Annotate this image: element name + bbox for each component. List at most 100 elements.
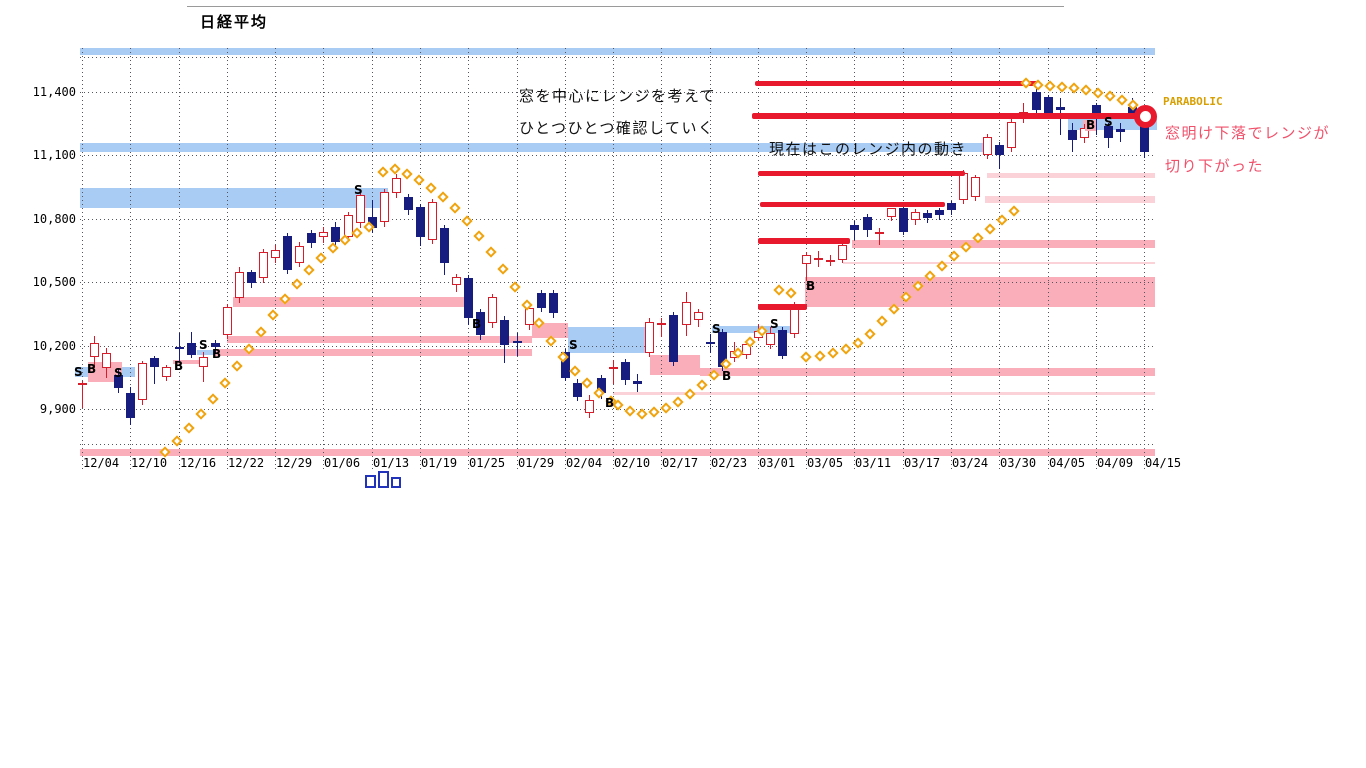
gridline-v: [1144, 48, 1145, 472]
candle-down: [1116, 129, 1125, 132]
candle-down: [718, 332, 727, 367]
candle-up: [657, 323, 666, 325]
candle-down: [247, 272, 256, 283]
range-band-pink: [532, 323, 568, 338]
candle-down: [331, 227, 340, 242]
candle-up: [199, 357, 208, 367]
buy-signal-label: B: [472, 317, 482, 331]
x-axis-label: 12/16: [180, 456, 217, 470]
gridline-h: [80, 155, 1155, 156]
candle-up: [694, 312, 703, 320]
candle-up: [452, 277, 461, 285]
sar-dot: [461, 215, 473, 227]
sar-dot: [569, 365, 581, 377]
candle-up: [319, 232, 328, 237]
candle-down: [464, 278, 473, 318]
sar-dot: [1080, 84, 1092, 96]
candle-wick-up: [82, 381, 83, 408]
buy-signal-label: B: [174, 359, 184, 373]
annotation-range-plan-line2: ひとつひとつ確認していく: [519, 120, 715, 137]
range-band-pink: [613, 392, 1155, 395]
x-axis-label: 12/22: [228, 456, 265, 470]
candle-down: [935, 210, 944, 215]
candle-down: [1104, 126, 1113, 138]
range-band-pink: [227, 336, 532, 343]
candle-up: [983, 137, 992, 155]
candle-down: [175, 347, 184, 349]
candle-down: [863, 217, 872, 230]
candle-down: [621, 362, 630, 380]
range-band-pink: [173, 360, 205, 364]
sar-dot: [624, 405, 636, 417]
gridline-v: [1048, 48, 1049, 472]
x-axis-label: 03/11: [855, 456, 892, 470]
candle-up: [356, 195, 365, 223]
range-band-pink: [80, 449, 1155, 456]
sar-dot: [672, 396, 684, 408]
sar-dot: [267, 309, 279, 321]
gridline-v: [468, 48, 469, 472]
candle-down: [211, 343, 220, 347]
gridline-v: [227, 48, 228, 472]
range-band-blue: [197, 350, 215, 355]
sar-dot: [303, 264, 315, 276]
gridline-v: [1096, 48, 1097, 472]
candle-up: [790, 309, 799, 334]
sar-dot: [684, 388, 696, 400]
candle-up: [102, 353, 111, 368]
x-axis-label: 03/24: [952, 456, 989, 470]
gridline-h: [80, 219, 1155, 220]
x-axis-label: 01/29: [518, 456, 555, 470]
sar-current-circle: [1134, 105, 1157, 128]
candle-down: [597, 378, 606, 393]
sell-signal-label: S: [354, 183, 363, 197]
candle-up: [138, 363, 147, 400]
sar-dot: [219, 377, 231, 389]
buy-signal-label: B: [806, 279, 816, 293]
candle-up: [609, 367, 618, 369]
sar-dot: [485, 246, 497, 258]
sar-dot: [389, 163, 401, 175]
candle-up: [959, 173, 968, 200]
annotation-range-plan-line1: 窓を中心にレンジを考えて: [519, 88, 717, 105]
sar-dot: [401, 168, 413, 180]
sar-dot: [437, 191, 449, 203]
mini-bars-icon: [391, 477, 401, 488]
x-axis-label: 01/25: [469, 456, 506, 470]
candle-down: [1092, 105, 1101, 118]
candle-down: [1068, 130, 1077, 140]
candle-down: [573, 383, 582, 397]
buy-signal-label: B: [212, 347, 222, 361]
candle-down: [187, 343, 196, 355]
resistance-line-red: [752, 113, 1141, 119]
x-axis-label: 01/06: [324, 456, 361, 470]
candle-down: [150, 358, 159, 367]
y-axis-label: 10,200: [32, 339, 76, 353]
candle-up: [428, 202, 437, 240]
buy-signal-label: B: [87, 362, 97, 376]
gridline-v: [854, 48, 855, 472]
candle-up: [90, 343, 99, 357]
top-divider-line: [187, 6, 1064, 7]
candle-down: [1128, 107, 1137, 116]
sar-dot: [785, 287, 797, 299]
candle-up: [488, 297, 497, 323]
gridline-h: [80, 92, 1155, 93]
buy-signal-label: B: [1085, 118, 1097, 132]
candle-wick-down: [154, 356, 155, 384]
gridline-v: [130, 48, 131, 472]
candle-up: [875, 232, 884, 234]
candle-up: [259, 252, 268, 278]
candle-down: [706, 342, 715, 344]
range-band-pink: [215, 349, 532, 356]
sar-dot: [327, 242, 339, 254]
range-band-pink: [852, 240, 1155, 248]
sar-dot: [696, 379, 708, 391]
candle-down: [126, 393, 135, 418]
sell-signal-label: S: [712, 322, 721, 336]
sar-dot: [827, 347, 839, 359]
candle-down: [440, 228, 449, 263]
x-axis-label: 12/29: [276, 456, 313, 470]
sar-dot: [1020, 77, 1032, 89]
